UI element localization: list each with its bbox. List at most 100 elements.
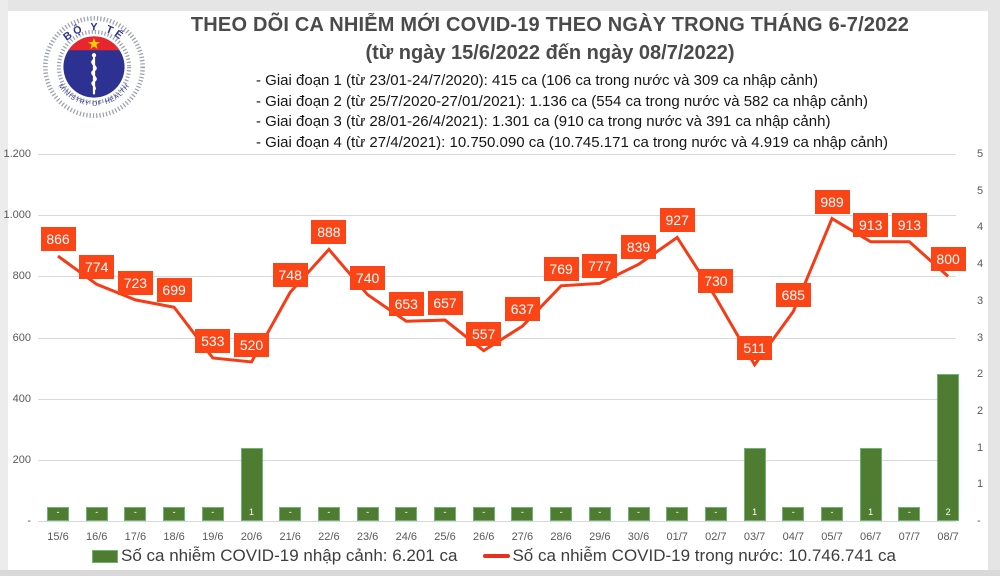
chart-legend: Số ca nhiễm COVID-19 nhập cảnh: 6.201 ca… [0,546,988,566]
imported-cases-bar [85,507,108,521]
x-axis-tick-label: 02/7 [705,531,727,543]
secondary-y-axis-tick-label: 5 [977,148,984,160]
secondary-y-axis-tick-label: 3 [977,331,984,344]
x-axis-tick-label: 08/7 [937,531,959,543]
x-axis-tick-label: 17/6 [124,531,147,543]
imported-cases-bar-label: 1 [868,507,874,517]
imported-cases-bar [550,507,573,521]
imported-cases-bar-label: - [637,507,640,517]
x-axis-tick-label: 15/6 [47,531,69,543]
x-axis-tick-label: 20/6 [240,531,263,543]
imported-cases-bar [356,507,379,521]
logo-snake-icon [91,58,97,91]
y-axis-tick-label: 800 [12,270,31,283]
domestic-cases-data-label: 927 [659,208,695,233]
domestic-cases-data-label: 800 [930,247,966,272]
imported-cases-bar [317,507,340,521]
x-axis-tick-label: 29/6 [589,531,611,543]
imported-cases-bar-label: - [288,507,292,517]
imported-cases-bar [47,507,69,521]
domestic-cases-legend-label: Số ca nhiễm COVID-19 trong nước: 10.746.… [512,546,896,565]
x-axis-tick-label: 26/6 [472,531,495,543]
gridline [38,459,956,461]
imported-cases-bar-label: 1 [752,507,758,517]
imported-cases-bar [124,507,147,521]
domestic-cases-data-label: 730 [698,268,734,293]
x-axis-tick-label: 24/6 [395,531,417,543]
imported-cases-bar [704,507,727,521]
secondary-y-axis-tick-label: - [977,515,981,527]
imported-cases-bar [395,507,418,521]
imported-cases-bar-label: - [520,507,524,517]
imported-cases-bar-label: 1 [248,507,254,517]
imported-cases-bar-label: - [366,507,370,517]
domestic-cases-data-label: 637 [504,297,540,322]
imported-cases-bar-label: - [95,507,99,517]
x-axis-tick-label: 07/7 [898,531,921,543]
imported-cases-bar [472,507,495,521]
x-axis-tick-label: 27/6 [511,531,534,543]
imported-cases-bar [201,507,224,521]
gridline [38,276,956,278]
imported-cases-bar-label: - [211,507,215,517]
imported-cases-bar [511,507,534,521]
imported-cases-bar-label: - [404,507,408,517]
imported-cases-bar [821,507,843,521]
domestic-cases-data-label: 520 [234,332,269,357]
domestic-cases-data-label: 888 [311,220,347,245]
domestic-cases-data-label: 839 [621,235,656,260]
domestic-cases-data-label: 685 [775,282,811,307]
frame-edge-right [988,0,1000,576]
x-axis-tick-label: 18/6 [163,531,185,543]
secondary-y-axis-tick-label: 4 [977,258,984,271]
legend-item-imported: Số ca nhiễm COVID-19 nhập cảnh: 6.201 ca [92,546,457,566]
x-axis-tick-label: 22/6 [318,531,340,543]
imported-cases-bar [434,507,456,521]
secondary-y-axis-tick-label: 2 [977,368,984,381]
frame-edge-top [0,0,1000,11]
domestic-cases-data-label: 511 [737,335,773,360]
phase-note-1: - Giai đoạn 1 (từ 23/01-24/7/2020): 415 … [256,72,818,89]
x-axis-tick-label: 16/6 [85,531,108,543]
imported-cases-bar-label: - [907,507,911,517]
x-axis-tick-label: 28/6 [550,531,572,543]
imported-cases-bar-label: - [714,507,718,517]
domestic-cases-data-label: 740 [350,265,386,290]
x-axis-tick-label: 21/6 [279,531,301,543]
x-axis-tick-label: 03/7 [743,531,766,543]
secondary-y-axis-tick-label: 1 [977,478,984,491]
domestic-cases-data-label: 533 [195,328,231,353]
imported-cases-bar [627,507,650,521]
domestic-cases-data-label: 657 [427,291,463,316]
logo-laurel-outer-ring [43,16,145,118]
x-axis-tick-label: 04/7 [782,531,804,543]
y-axis-tick-label: 1.200 [3,148,31,160]
gridline [38,521,956,522]
secondary-y-axis-tick-label: 4 [977,221,984,234]
imported-cases-bar-label: - [675,507,679,517]
imported-cases-bar-label: - [482,507,486,517]
imported-cases-bar-label: - [830,507,834,517]
frame-edge-left [0,0,8,576]
x-axis-tick-label: 19/6 [202,531,224,543]
y-axis-tick-label: 200 [12,453,31,466]
domestic-cases-data-label: 913 [853,212,889,237]
imported-cases-bar-label: - [133,507,137,517]
page-title: THEO DÕI CA NHIỄM MỚI COVID-19 THEO NGÀY… [190,14,910,36]
x-axis-tick-label: 25/6 [434,531,456,543]
domestic-cases-data-label: 774 [79,255,115,280]
y-axis-tick-label: 1.000 [3,209,31,222]
domestic-cases-data-label: 989 [814,189,850,214]
x-axis-tick-label: 06/7 [859,531,882,543]
imported-cases-legend-label: Số ca nhiễm COVID-19 nhập cảnh: 6.201 ca [121,546,458,565]
imported-cases-bar-label: - [56,507,60,517]
imported-cases-bar [240,447,263,521]
x-axis-tick-label: 05/7 [821,531,843,543]
y-axis-tick-label: 600 [12,331,31,344]
y-axis-tick-label: - [27,515,31,527]
imported-cases-bar-label: - [172,507,176,517]
domestic-cases-data-label: 769 [543,256,579,281]
logo-star-icon [88,37,100,49]
imported-cases-bar-label: 2 [945,507,951,517]
